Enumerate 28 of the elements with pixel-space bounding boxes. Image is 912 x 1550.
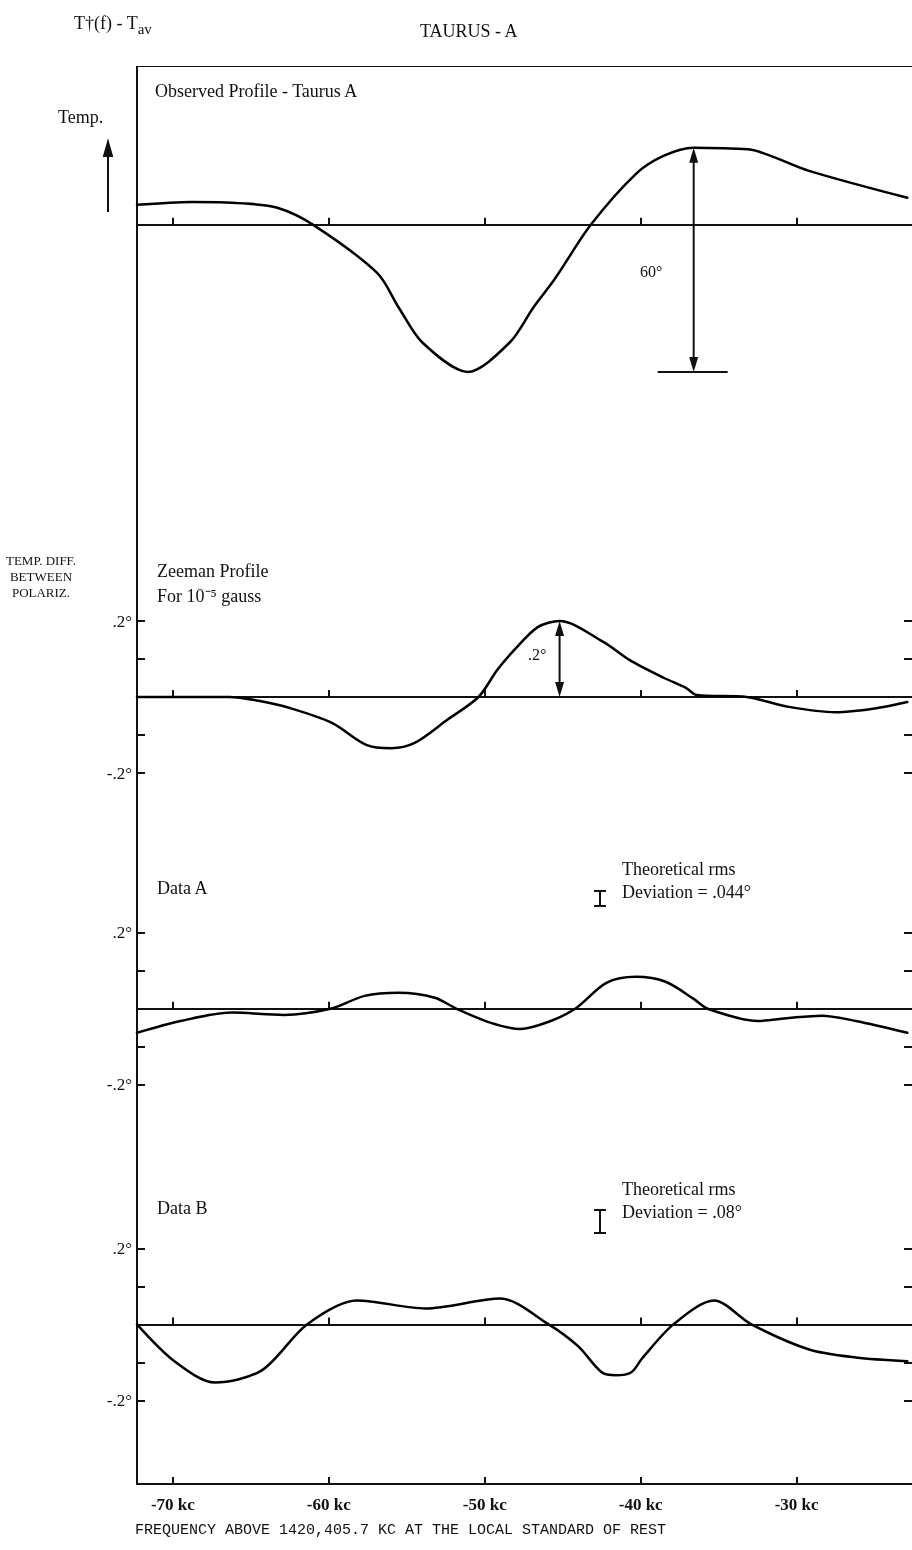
y-tick-label: -.2° bbox=[106, 1075, 132, 1095]
x-tick-label: -70 kc bbox=[150, 1495, 196, 1514]
y-tick-label: .2° bbox=[112, 1238, 132, 1258]
line-series bbox=[135, 975, 909, 1035]
y-axis-title: Temp. bbox=[58, 106, 104, 129]
x-tick-label: -50 kc bbox=[462, 1495, 508, 1514]
line-series bbox=[135, 619, 909, 750]
text: Data A bbox=[157, 877, 208, 900]
y-tick-label: .2° bbox=[112, 923, 132, 943]
y-tick-label: .2° bbox=[112, 611, 132, 631]
annotation: Theoretical rms Deviation = .08° bbox=[622, 1178, 742, 1223]
x-tick-label: -30 kc bbox=[774, 1495, 820, 1514]
text: Zeeman Profile bbox=[157, 560, 269, 583]
annotation: .2° bbox=[528, 645, 547, 665]
annotation: 60° bbox=[640, 262, 663, 282]
annotation: Theoretical rms Deviation = .044° bbox=[622, 858, 751, 903]
y-tick-label: -.2° bbox=[106, 1390, 132, 1410]
text: For 10⁻⁵ gauss bbox=[157, 585, 262, 608]
x-axis-title: FREQUENCY ABOVE 1420,405.7 KC AT THE LOCAL STANDARD OF REST bbox=[135, 1522, 667, 1541]
y-tick-label: -.2° bbox=[106, 763, 132, 783]
chart-subtitle: Observed Profile - Taurus A bbox=[155, 80, 358, 103]
line-series bbox=[135, 1297, 909, 1384]
chart-title: TAURUS - A bbox=[420, 20, 518, 43]
text: T†(f) - T$_{av}$ bbox=[74, 12, 152, 39]
text: Data B bbox=[157, 1197, 208, 1220]
x-tick-label: -60 kc bbox=[306, 1495, 352, 1514]
y-axis-title: TEMP. DIFF. BETWEEN POLARIZ. bbox=[4, 553, 78, 601]
x-tick-label: -40 kc bbox=[618, 1495, 664, 1514]
